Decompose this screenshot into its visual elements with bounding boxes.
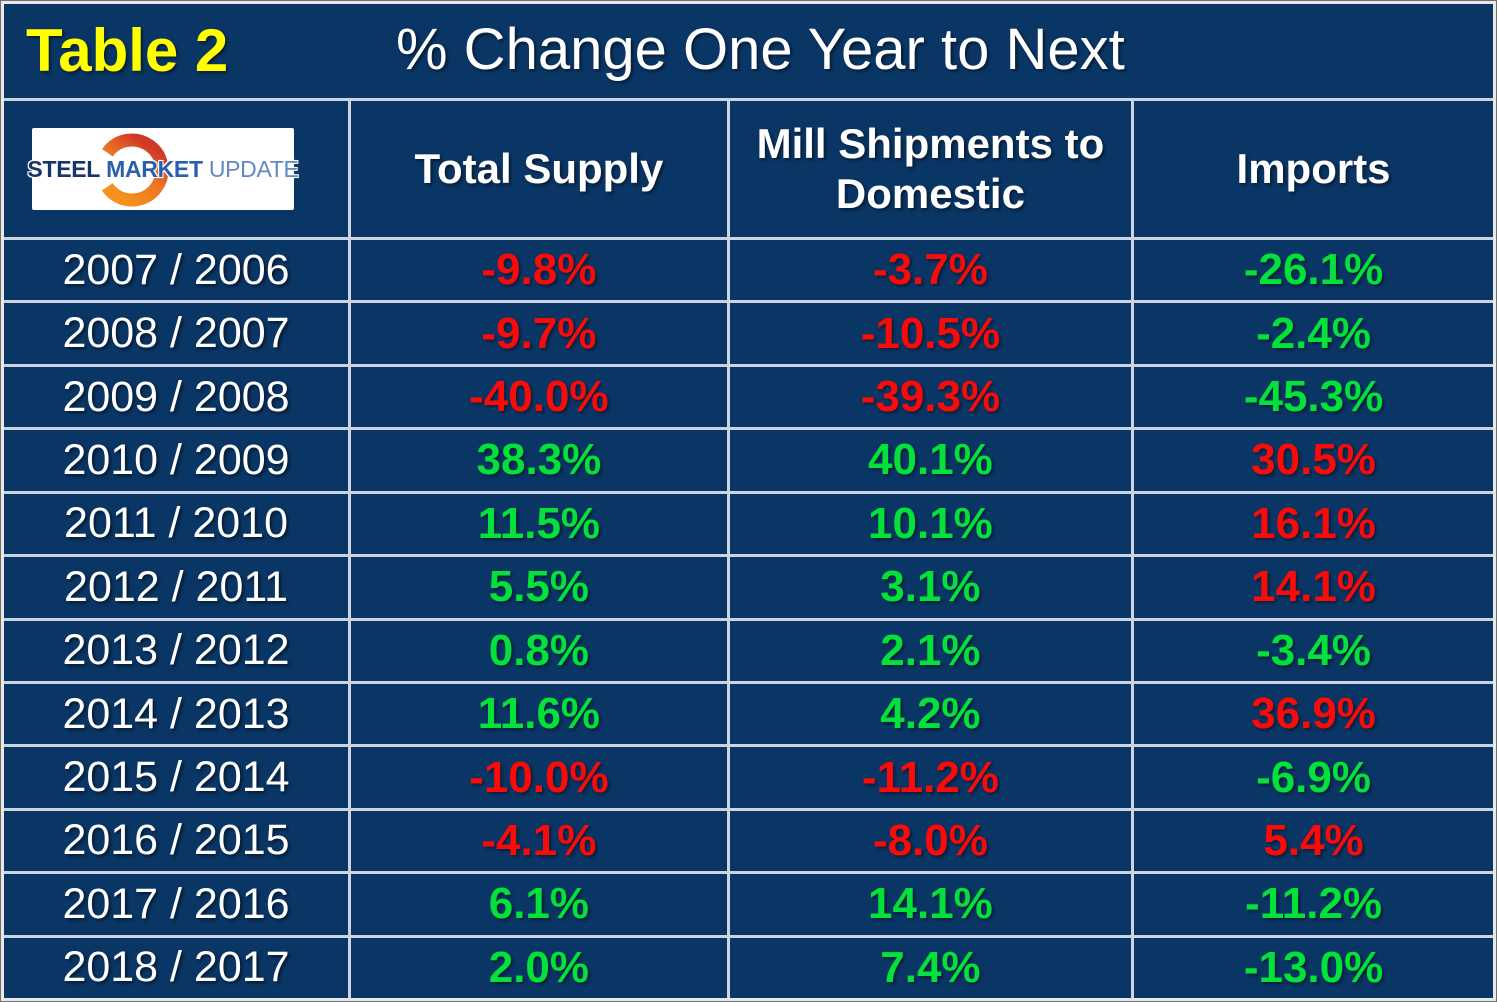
row-period: 2014 / 2013	[4, 683, 349, 745]
cell-total-supply: 0.8%	[351, 620, 727, 681]
cell-imports: 5.4%	[1134, 810, 1493, 872]
cell-imports: -3.4%	[1134, 620, 1493, 681]
table-number-label: Table 2	[26, 17, 229, 84]
cell-total-supply: -9.8%	[351, 240, 727, 301]
cell-total-supply: 38.3%	[351, 430, 727, 491]
cell-total-supply: -40.0%	[351, 366, 727, 428]
cell-mill-shipments: 14.1%	[729, 874, 1132, 935]
row-period: 2013 / 2012	[4, 620, 349, 681]
cell-total-supply: 2.0%	[351, 937, 727, 998]
cell-imports: 36.9%	[1134, 683, 1493, 745]
cell-total-supply: -9.7%	[351, 303, 727, 364]
cell-mill-shipments: -39.3%	[729, 366, 1132, 428]
cell-imports: 16.1%	[1134, 493, 1493, 555]
cell-imports: 30.5%	[1134, 430, 1493, 491]
cell-mill-shipments: 40.1%	[729, 430, 1132, 491]
cell-imports: -45.3%	[1134, 366, 1493, 428]
cell-imports: -11.2%	[1134, 874, 1493, 935]
logo-wordmark: STEEL MARKET UPDATE	[27, 155, 299, 183]
cell-mill-shipments: -11.2%	[729, 747, 1132, 808]
logo-word-update: UPDATE	[208, 155, 299, 182]
cell-total-supply: 5.5%	[351, 557, 727, 618]
steel-market-update-logo: STEEL MARKET UPDATE	[27, 128, 299, 210]
row-period: 2011 / 2010	[4, 493, 349, 555]
row-period: 2007 / 2006	[4, 240, 349, 301]
row-period: 2008 / 2007	[4, 303, 349, 364]
logo-word-steel: STEEL	[27, 155, 101, 182]
column-header-total-supply: Total Supply	[351, 101, 727, 237]
cell-total-supply: 11.6%	[351, 683, 727, 745]
title-bar: Table 2 % Change One Year to Next	[4, 4, 1493, 98]
row-period: 2018 / 2017	[4, 937, 349, 998]
cell-imports: -6.9%	[1134, 747, 1493, 808]
row-period: 2009 / 2008	[4, 366, 349, 428]
row-period: 2015 / 2014	[4, 747, 349, 808]
cell-total-supply: -4.1%	[351, 810, 727, 872]
cell-imports: -26.1%	[1134, 240, 1493, 301]
cell-imports: -2.4%	[1134, 303, 1493, 364]
crescent-swoosh-icon	[95, 133, 169, 207]
column-header-imports: Imports	[1134, 101, 1493, 237]
cell-mill-shipments: -10.5%	[729, 303, 1132, 364]
cell-imports: -13.0%	[1134, 937, 1493, 998]
row-period: 2017 / 2016	[4, 874, 349, 935]
cell-imports: 14.1%	[1134, 557, 1493, 618]
cell-mill-shipments: 7.4%	[729, 937, 1132, 998]
logo-word-market: MARKET	[106, 155, 203, 182]
page-title: % Change One Year to Next	[396, 16, 1125, 82]
cell-mill-shipments: 2.1%	[729, 620, 1132, 681]
cell-total-supply: 11.5%	[351, 493, 727, 555]
row-period: 2016 / 2015	[4, 810, 349, 872]
cell-mill-shipments: -3.7%	[729, 240, 1132, 301]
cell-mill-shipments: 10.1%	[729, 493, 1132, 555]
cell-mill-shipments: 3.1%	[729, 557, 1132, 618]
column-header-mill-shipments: Mill Shipments to Domestic	[729, 101, 1132, 237]
data-table: Table 2 % Change One Year to Next	[4, 4, 1493, 998]
cell-total-supply: 6.1%	[351, 874, 727, 935]
row-period: 2012 / 2011	[4, 557, 349, 618]
cell-total-supply: -10.0%	[351, 747, 727, 808]
cell-mill-shipments: 4.2%	[729, 683, 1132, 745]
cell-mill-shipments: -8.0%	[729, 810, 1132, 872]
logo-cell: STEEL MARKET UPDATE	[4, 101, 349, 237]
row-period: 2010 / 2009	[4, 430, 349, 491]
